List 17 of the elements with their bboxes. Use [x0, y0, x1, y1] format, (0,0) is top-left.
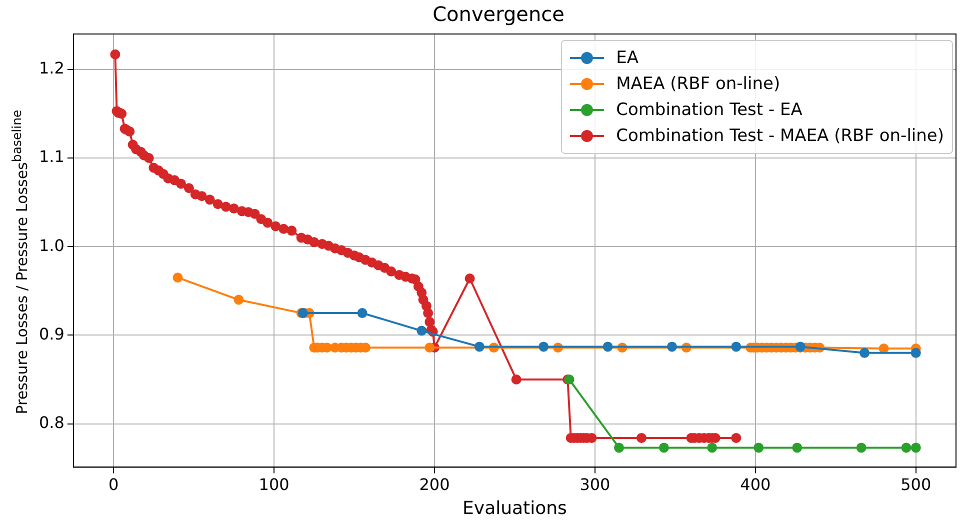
x-tick-label: 100 [258, 474, 290, 494]
x-tick-label: 500 [900, 474, 932, 494]
y-tick-label: 1.1 [38, 147, 64, 166]
legend-label: EA [616, 48, 638, 68]
x-tick-label: 0 [108, 474, 119, 494]
y-tick-label: 1.0 [38, 236, 64, 255]
y-tick-label: 1.2 [38, 58, 64, 78]
legend-label: Combination Test - MAEA (RBF on-line) [616, 126, 944, 146]
legend-label: MAEA (RBF on-line) [616, 74, 780, 94]
legend-label: Combination Test - EA [616, 100, 802, 120]
y-tick-label: 0.8 [38, 412, 64, 432]
x-tick-label: 200 [419, 474, 450, 494]
x-axis-title: Evaluations [462, 498, 567, 519]
y-tick-label: 0.9 [38, 324, 64, 344]
chart-title: Convergence [432, 2, 564, 26]
x-tick-label: 400 [740, 474, 771, 494]
x-tick-label: 300 [580, 474, 610, 494]
